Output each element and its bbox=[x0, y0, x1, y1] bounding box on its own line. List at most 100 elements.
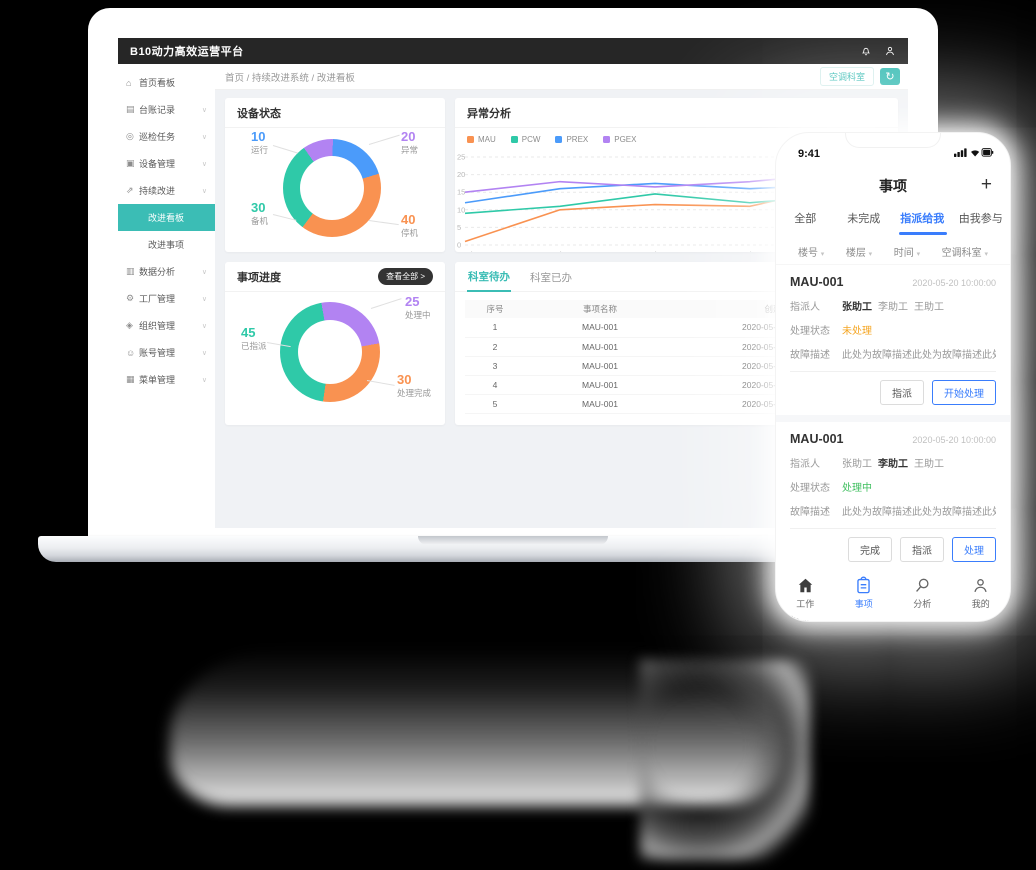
tabbar-item-我的[interactable]: 我的 bbox=[952, 565, 1011, 621]
assignee-name: 王助工 bbox=[914, 459, 944, 470]
task-button-开始处理[interactable]: 开始处理 bbox=[932, 380, 996, 405]
filter-label: 时间 bbox=[893, 248, 917, 259]
task-id: MAU-001 bbox=[790, 275, 844, 289]
assignee-label: 指派人 bbox=[790, 459, 820, 470]
legend-item-MAU[interactable]: MAU bbox=[467, 135, 496, 144]
task-button-指派[interactable]: 指派 bbox=[880, 380, 924, 405]
phone-tab-未完成[interactable]: 未完成 bbox=[847, 213, 881, 225]
tabbar-item-分析[interactable]: 分析 bbox=[893, 565, 952, 621]
table-cell: MAU-001 bbox=[525, 394, 675, 414]
phone-tab-由我参与[interactable]: 由我参与 bbox=[958, 213, 1003, 225]
phone-tab-全部[interactable]: 全部 bbox=[794, 213, 817, 225]
legend-item-PGEX[interactable]: PGEX bbox=[603, 135, 636, 144]
filter-时间[interactable]: 时间 ▾ bbox=[894, 244, 920, 259]
leader-line bbox=[366, 380, 395, 386]
task-buttons: 指派 开始处理 bbox=[790, 371, 996, 415]
filter-楼层[interactable]: 楼层 ▾ bbox=[846, 244, 872, 259]
legend-item-PREX[interactable]: PREX bbox=[555, 135, 588, 144]
sidebar-item-数据分析[interactable]: ▥ 数据分析 ∨ bbox=[118, 258, 215, 285]
sidebar-item-label: 账号管理 bbox=[139, 348, 176, 358]
refresh-icon: ↻ bbox=[885, 71, 895, 83]
chevron-down-icon: ▾ bbox=[820, 251, 825, 258]
table-cell: 4 bbox=[465, 375, 525, 395]
department-button[interactable]: 空调科室 bbox=[819, 67, 874, 86]
donut-label-text: 处理中 bbox=[405, 310, 431, 320]
table-cell: 2 bbox=[465, 337, 525, 357]
active-tab-underline bbox=[899, 232, 947, 235]
task-button-指派[interactable]: 指派 bbox=[900, 537, 944, 562]
sidebar-item-改进事项[interactable]: 改进事项 bbox=[118, 231, 215, 258]
task-button-处理[interactable]: 处理 bbox=[952, 537, 996, 562]
view-all-button[interactable]: 查看全部 > bbox=[378, 268, 433, 285]
refresh-button[interactable]: ↻ bbox=[880, 68, 900, 85]
filter-空调科室[interactable]: 空调科室 ▾ bbox=[942, 244, 988, 259]
home-icon: ⌂ bbox=[126, 77, 132, 88]
device-donut-chart: 10 运行 20 异常 30 备机 40 停机 bbox=[225, 128, 445, 252]
bell-icon[interactable] bbox=[860, 45, 872, 57]
donut-value: 30 bbox=[251, 200, 266, 215]
inspection-icon: ◎ bbox=[126, 131, 134, 141]
tabbar-item-工作[interactable]: 工作 bbox=[776, 565, 835, 621]
description-label: 故障描述 bbox=[790, 350, 830, 361]
sidebar-item-label: 台账记录 bbox=[139, 105, 176, 115]
work-icon bbox=[796, 576, 815, 595]
phone-tab-指派给我[interactable]: 指派给我 bbox=[900, 213, 945, 225]
assignee-names: 张助工李助工王助工 bbox=[842, 455, 996, 470]
chevron-down-icon: ∨ bbox=[201, 322, 207, 330]
sidebar-item-巡检任务[interactable]: ◎ 巡检任务 ∨ bbox=[118, 123, 215, 150]
sidebar-item-首页看板[interactable]: ⌂ 首页看板 bbox=[118, 69, 215, 96]
sidebar-item-设备管理[interactable]: ▣ 设备管理 ∨ bbox=[118, 150, 215, 177]
legend-label: PCW bbox=[521, 135, 541, 144]
sidebar-item-工厂管理[interactable]: ⚙ 工厂管理 ∨ bbox=[118, 285, 215, 312]
chevron-down-icon: ▾ bbox=[984, 251, 988, 258]
assignee-name: 李助工 bbox=[878, 459, 908, 470]
task-button-完成[interactable]: 完成 bbox=[848, 537, 892, 562]
status-value: 未处理 bbox=[842, 326, 872, 337]
legend-swatch bbox=[510, 136, 518, 143]
filter-label: 空调科室 bbox=[941, 248, 985, 259]
phone-tabs: 全部 未完成 指派给我 由我参与 bbox=[776, 207, 1010, 233]
legend-item-PCW[interactable]: PCW bbox=[510, 135, 541, 144]
analysis-icon bbox=[913, 576, 932, 595]
sidebar-item-台账记录[interactable]: ▤ 台账记录 ∨ bbox=[118, 96, 215, 123]
chevron-down-icon: ∨ bbox=[201, 349, 207, 357]
leader-line bbox=[370, 298, 402, 309]
todo-tabs: 科室待办 科室已办 bbox=[455, 262, 898, 292]
breadcrumb[interactable]: 首页 / 持续改进系统 / 改进看板 bbox=[225, 72, 355, 84]
device-donut bbox=[283, 139, 381, 237]
sidebar-item-持续改进[interactable]: ⇗ 持续改进 ∨ bbox=[118, 177, 215, 204]
todo-tab-科室待办[interactable]: 科室待办 bbox=[467, 262, 511, 292]
sidebar-item-组织管理[interactable]: ◈ 组织管理 ∨ bbox=[118, 312, 215, 339]
svg-text:05/22: 05/22 bbox=[646, 250, 665, 252]
svg-text:05/23: 05/23 bbox=[741, 250, 760, 252]
assignee-row: 指派人 张助工李助工王助工 bbox=[790, 455, 996, 470]
user-icon[interactable] bbox=[884, 45, 896, 57]
donut-label-停机: 40 停机 bbox=[401, 213, 418, 238]
battery-icon bbox=[981, 148, 994, 157]
sidebar-item-账号管理[interactable]: ☺ 账号管理 ∨ bbox=[118, 339, 215, 366]
phone-tab-bar: 工作 事项 分析 我的 bbox=[776, 565, 1010, 621]
sidebar-item-label: 改进事项 bbox=[148, 240, 185, 250]
task-card-header: MAU-001 2020-05-20 10:00:00 bbox=[790, 275, 996, 289]
sidebar-item-改进看板[interactable]: 改进看板 bbox=[118, 204, 215, 231]
leader-line bbox=[272, 145, 299, 154]
table-cell: 3 bbox=[465, 356, 525, 376]
progress-title-row: 事项进度 查看全部 > bbox=[225, 262, 445, 292]
improve-icon: ⇗ bbox=[126, 185, 134, 195]
app-title: B10动力高效运营平台 bbox=[130, 46, 244, 58]
description-text: 此处为故障描述此处为故障描述此处为故... bbox=[842, 507, 996, 518]
chevron-down-icon: ∨ bbox=[201, 133, 207, 141]
add-item-button[interactable]: + bbox=[980, 174, 992, 195]
donut-label-text: 运行 bbox=[251, 145, 269, 155]
donut-label-处理完成: 30 处理完成 bbox=[397, 373, 431, 398]
legend-label: PGEX bbox=[614, 135, 637, 144]
legend-swatch bbox=[603, 136, 611, 143]
chevron-down-icon: ∨ bbox=[201, 376, 207, 384]
device-icon: ▣ bbox=[126, 158, 135, 168]
tabbar-item-事项[interactable]: 事项 bbox=[835, 565, 894, 621]
filter-楼号[interactable]: 楼号 ▾ bbox=[798, 244, 824, 259]
todo-tab-科室已办[interactable]: 科室已办 bbox=[530, 272, 572, 284]
chevron-down-icon: ∨ bbox=[201, 295, 207, 303]
sidebar-item-菜单管理[interactable]: ▦ 菜单管理 ∨ bbox=[118, 366, 215, 393]
task-card: MAU-001 2020-05-20 10:00:00 指派人 张助工李助工王助工处理… bbox=[776, 265, 1010, 415]
